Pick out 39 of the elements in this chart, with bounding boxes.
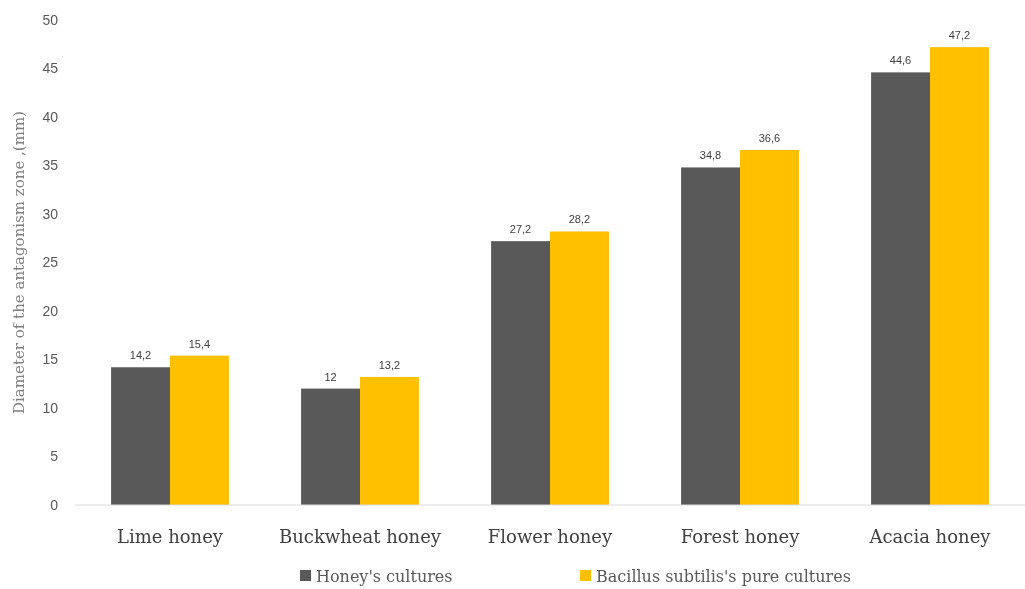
bar [170,355,229,505]
y-tick-label: 30 [42,205,59,222]
bar [740,149,799,505]
bar [301,388,360,505]
bar [930,47,989,505]
data-label: 28,2 [568,213,591,226]
data-label: 44,6 [889,54,912,67]
y-tick-label: 20 [42,302,59,319]
x-tick-label: Forest honey [680,526,801,547]
y-tick-label: 10 [42,399,59,416]
x-tick-label: Lime honey [117,526,224,547]
data-label: 13,2 [378,358,401,371]
y-tick-label: 50 [42,11,59,28]
data-label: 27,2 [509,223,532,236]
x-tick-label: Flower honey [487,526,613,547]
bar [871,72,930,505]
x-tick-label: Buckwheat honey [279,526,442,547]
data-label: 47,2 [948,29,971,42]
y-tick-label: 15 [42,351,59,368]
data-label: 36,6 [758,131,781,144]
y-tick-label: 35 [42,157,59,174]
y-tick-label: 40 [42,108,59,125]
data-label: 14,2 [129,349,152,362]
bar [491,241,550,505]
y-axis-title: Diameter of the antagonism zone ,(mm) [10,111,28,414]
data-label: 12 [324,370,337,383]
x-tick-label: Acacia honey [868,526,992,547]
y-tick-label: 0 [50,496,59,513]
y-tick-label: 5 [50,448,59,465]
data-label: 15,4 [188,337,211,350]
bar [550,231,609,505]
y-tick-label: 45 [42,60,59,77]
data-label: 34,8 [699,149,722,162]
bar [681,167,740,505]
legend-label: Bacillus subtilis's pure cultures [596,566,851,586]
y-tick-label: 25 [42,254,59,271]
bar [360,376,419,505]
legend-label: Honey's cultures [316,566,453,586]
bar [111,367,170,505]
